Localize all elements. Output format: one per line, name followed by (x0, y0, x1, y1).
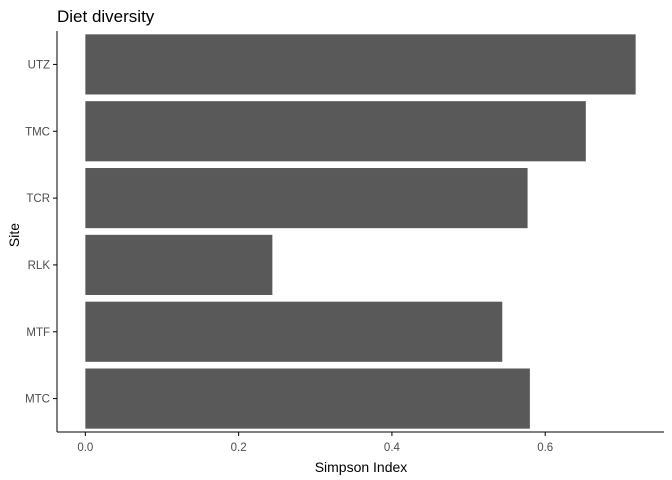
bar-utz (85, 34, 636, 95)
bar-mtc (85, 368, 530, 429)
y-tick-label: UTZ (28, 59, 50, 71)
bar-mtf (85, 301, 503, 362)
y-tick-label: MTC (25, 394, 50, 406)
x-tick-label: 0.4 (384, 442, 401, 454)
y-axis-title: Site (6, 223, 22, 247)
bar-tmc (85, 101, 586, 162)
y-tick-label: MTF (26, 327, 50, 339)
x-tick-label: 0.6 (537, 442, 553, 454)
y-tick-label: TMC (25, 126, 50, 138)
bar-rlk (85, 234, 273, 295)
y-tick-label: TCR (26, 193, 50, 205)
x-tick-label: 0.2 (231, 442, 247, 454)
bar-tcr (85, 168, 528, 229)
y-tick-label: RLK (28, 260, 51, 272)
x-axis-title: Simpson Index (315, 459, 408, 475)
chart-title: Diet diversity (57, 7, 155, 26)
bars-group (85, 34, 636, 429)
x-tick-label: 0.0 (77, 442, 93, 454)
axes-group: MTC MTF RLK TCR TMC UTZ 0.0 0.2 0.4 0.6 (25, 31, 664, 454)
